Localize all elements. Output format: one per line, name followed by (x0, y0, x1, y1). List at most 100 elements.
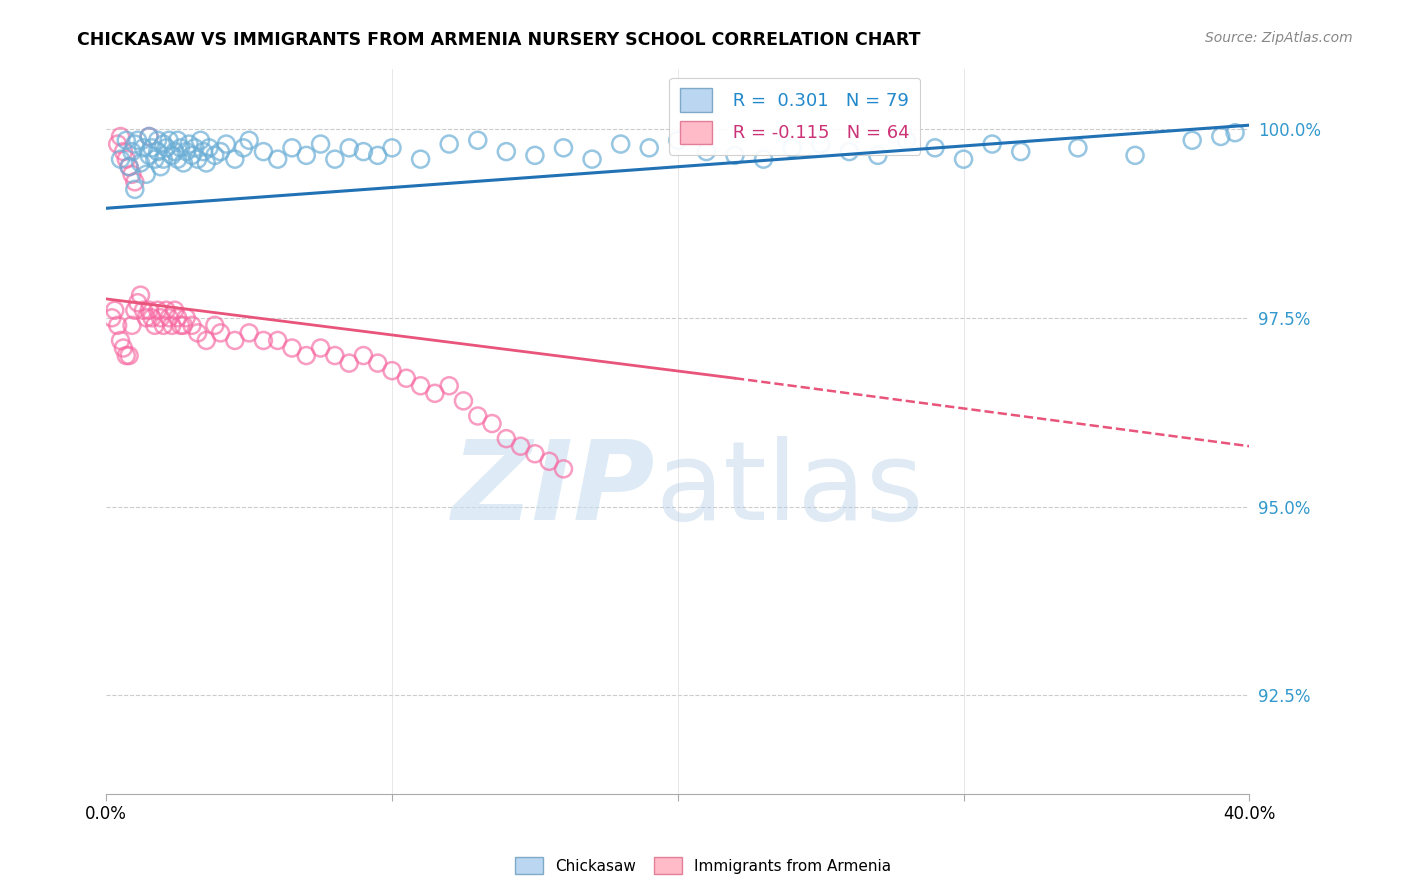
Point (209, 326, 232, 340)
Point (337, 141, 360, 155)
Point (238, 133, 260, 147)
Point (195, 156, 218, 170)
Point (509, 439, 531, 453)
Point (112, 145, 135, 159)
Point (187, 152, 209, 166)
Point (121, 318, 143, 333)
Point (190, 133, 212, 147)
Point (1067, 141, 1090, 155)
Point (198, 141, 221, 155)
Point (609, 136, 631, 151)
Point (924, 141, 946, 155)
Point (129, 288, 152, 302)
Point (107, 136, 129, 151)
Point (367, 148, 389, 162)
Point (395, 371, 418, 385)
Point (129, 156, 152, 170)
Point (1010, 145, 1032, 159)
Point (381, 141, 404, 155)
Point (780, 141, 803, 155)
Point (215, 136, 238, 151)
Point (495, 145, 517, 159)
Point (184, 141, 207, 155)
Point (157, 310, 180, 325)
Point (523, 148, 546, 162)
Point (181, 318, 204, 333)
Point (638, 141, 661, 155)
Point (495, 432, 517, 446)
Point (666, 133, 689, 147)
Point (252, 334, 274, 348)
Point (146, 145, 169, 159)
Point (281, 141, 304, 155)
Point (381, 364, 404, 378)
Point (138, 129, 160, 144)
Point (295, 349, 318, 363)
Point (309, 341, 332, 355)
Point (195, 334, 218, 348)
Point (124, 182, 146, 196)
Legend:  R =  0.301   N = 79,  R = -0.115   N = 64: R = 0.301 N = 79, R = -0.115 N = 64 (669, 78, 921, 154)
Point (437, 378, 460, 392)
Point (553, 462, 575, 476)
Point (1209, 129, 1232, 144)
Point (232, 141, 254, 155)
Point (157, 133, 180, 147)
Point (121, 145, 143, 159)
Point (172, 156, 194, 170)
Point (204, 148, 226, 162)
Point (810, 136, 832, 151)
Point (143, 318, 166, 333)
Point (352, 145, 374, 159)
Point (252, 145, 274, 159)
Point (101, 310, 124, 325)
Point (174, 145, 197, 159)
Point (367, 356, 389, 370)
Point (323, 152, 346, 166)
Point (174, 310, 197, 325)
Point (423, 386, 446, 401)
Point (146, 303, 169, 318)
Point (181, 148, 204, 162)
Point (138, 148, 160, 162)
Point (409, 152, 432, 166)
Point (143, 152, 166, 166)
Point (110, 129, 132, 144)
Point (112, 341, 135, 355)
Point (149, 160, 172, 174)
Point (149, 310, 172, 325)
Point (166, 310, 188, 325)
Legend: Chickasaw, Immigrants from Armenia: Chickasaw, Immigrants from Armenia (509, 851, 897, 880)
Point (523, 447, 546, 461)
Point (135, 310, 157, 325)
Point (309, 136, 332, 151)
Point (163, 145, 186, 159)
Point (437, 136, 460, 151)
Point (981, 136, 1004, 151)
Point (224, 334, 246, 348)
Point (1123, 148, 1146, 162)
Point (352, 349, 374, 363)
Text: CHICKASAW VS IMMIGRANTS FROM ARMENIA NURSERY SCHOOL CORRELATION CHART: CHICKASAW VS IMMIGRANTS FROM ARMENIA NUR… (77, 31, 921, 49)
Point (115, 133, 138, 147)
Point (160, 148, 183, 162)
Point (127, 133, 149, 147)
Point (169, 318, 191, 333)
Point (169, 141, 191, 155)
Point (155, 141, 177, 155)
Point (118, 160, 141, 174)
Point (141, 141, 163, 155)
Point (323, 349, 346, 363)
Point (166, 133, 188, 147)
Point (104, 303, 127, 318)
Point (138, 129, 160, 144)
Point (866, 148, 889, 162)
Text: atlas: atlas (655, 435, 924, 542)
Point (467, 409, 489, 423)
Point (209, 145, 232, 159)
Point (267, 152, 290, 166)
Point (135, 167, 157, 181)
Point (1223, 126, 1246, 140)
Point (118, 349, 141, 363)
Point (146, 133, 169, 147)
